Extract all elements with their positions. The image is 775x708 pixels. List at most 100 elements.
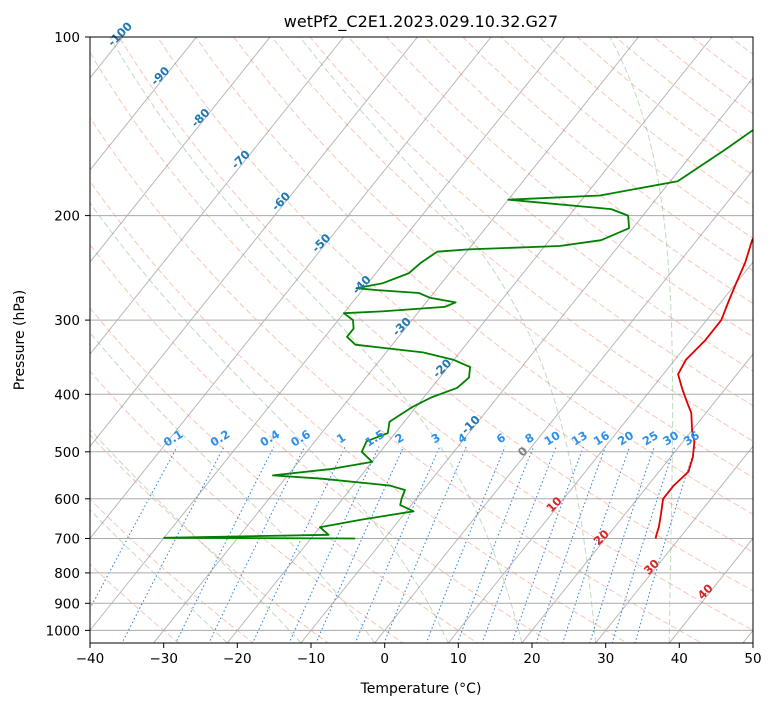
x-tick-label: −10	[297, 651, 326, 667]
dewpoint-profile-line	[163, 128, 753, 540]
dry-adiabat	[90, 244, 554, 643]
isotherm	[742, 629, 753, 643]
isotherm-label: 30	[641, 556, 662, 577]
plot-frame	[89, 36, 754, 644]
dry-adiabat	[424, 37, 753, 305]
isotherm	[521, 353, 753, 643]
temperature-profile-line	[654, 237, 753, 539]
x-axis-label: Temperature (°C)	[360, 681, 482, 697]
mixing-ratio-line	[354, 446, 441, 643]
isotherm-label: -100	[105, 19, 135, 49]
y-axis-label: Pressure (hPa)	[12, 290, 28, 390]
x-tick-label: −40	[76, 651, 105, 667]
y-tick-label: 1000	[46, 623, 80, 639]
mixing-ratio-label: 36	[681, 428, 702, 448]
isotherm	[90, 37, 271, 263]
dry-adiabat	[768, 37, 775, 655]
isotherm	[668, 537, 753, 643]
isotherm-label: 40	[695, 581, 716, 602]
isotherm	[152, 37, 640, 643]
isotherm-label: -70	[228, 147, 253, 172]
mixing-ratio-line	[511, 446, 584, 643]
x-tick-label: 10	[450, 651, 467, 667]
moist-adiabat	[90, 509, 228, 643]
y-tick-label: 300	[54, 313, 80, 329]
mixing-ratio-line	[535, 446, 607, 643]
x-tick-label: −20	[223, 651, 252, 667]
isotherm	[373, 169, 753, 643]
isotherm	[90, 37, 345, 355]
mixing-ratio-line	[589, 446, 655, 643]
moist-adiabat	[299, 37, 597, 643]
mixing-ratio-label: 6	[494, 430, 508, 446]
dry-adiabat	[195, 37, 753, 515]
isotherm-label: -60	[269, 189, 294, 214]
moist-adiabat	[90, 332, 376, 643]
isotherm	[447, 261, 753, 643]
isotherm-label: 20	[591, 527, 612, 548]
y-tick-label: 100	[54, 30, 80, 46]
isotherm	[594, 445, 753, 643]
isotherm	[90, 37, 419, 448]
isotherm-label: -30	[389, 314, 414, 339]
x-tick-label: −30	[149, 651, 178, 667]
dry-adiabat	[386, 37, 753, 338]
mixing-ratio-label: 25	[640, 428, 661, 448]
dry-adiabat	[90, 116, 703, 643]
y-tick-label: 400	[54, 387, 80, 403]
mixing-ratio-label: 3	[429, 430, 443, 446]
mixing-ratio-line	[634, 446, 696, 643]
chart-title: wetPf2_C2E1.2023.029.10.32.G27	[284, 12, 558, 32]
isotherm-label: 0	[515, 444, 531, 460]
mixing-ratio-label: 0.1	[161, 427, 186, 450]
mixing-ratio-label: 16	[591, 428, 612, 448]
mixing-ratio-line	[175, 446, 275, 643]
dry-adiabat	[233, 37, 753, 478]
isotherm	[0, 24, 60, 655]
y-tick-label: 700	[54, 532, 80, 548]
x-tick-label: 40	[671, 651, 688, 667]
y-tick-label: 900	[54, 596, 80, 612]
mixing-ratio-label: 0.4	[257, 427, 282, 450]
mixing-ratio-line	[90, 446, 178, 610]
dry-adiabat	[577, 37, 753, 176]
background-lines	[90, 37, 775, 655]
dry-adiabat	[90, 307, 479, 643]
y-axis-ticks: 1000 900 800 700 600 500 400 300 200 100	[46, 30, 90, 639]
isotherm-label: -90	[148, 64, 173, 89]
x-axis-ticks: −40 −30 −20 −10 0 10 20 30 40 50	[76, 643, 762, 667]
x-tick-label: 20	[523, 651, 540, 667]
dry-adiabat	[309, 37, 753, 407]
mixing-ratio-label: 0.6	[288, 427, 313, 450]
isotherm	[90, 37, 198, 171]
dry-adiabat	[90, 180, 628, 643]
moist-adiabat	[109, 37, 523, 643]
dry-adiabat	[90, 51, 753, 631]
mixing-ratio-label: 1.5	[362, 427, 387, 450]
mixing-ratio-line	[383, 446, 467, 643]
dry-adiabat	[615, 37, 753, 145]
mixing-ratio-label: 1	[334, 430, 348, 446]
data-series	[163, 128, 753, 540]
grid-lines	[0, 24, 753, 655]
mixing-ratio-line	[252, 446, 346, 643]
isotherm	[90, 37, 566, 632]
mixing-ratio-label: 13	[569, 428, 590, 448]
isotherm-label: -50	[309, 231, 334, 256]
dry-adiabat	[462, 37, 753, 272]
y-tick-label: 800	[54, 566, 80, 582]
mixing-ratio-label: 0.2	[208, 427, 233, 450]
moist-adiabat	[609, 37, 674, 643]
mixing-ratio-line	[481, 446, 557, 643]
x-tick-label: 0	[380, 651, 389, 667]
dry-adiabat	[156, 37, 753, 553]
y-tick-label: 200	[54, 209, 80, 225]
dry-adiabat	[90, 498, 255, 643]
mixing-ratio-line	[208, 446, 306, 643]
isotherm-label: -40	[349, 272, 374, 297]
y-tick-label: 600	[54, 492, 80, 508]
y-tick-label: 500	[54, 445, 80, 461]
mixing-ratio-line	[562, 446, 631, 643]
isotherm	[300, 77, 753, 643]
